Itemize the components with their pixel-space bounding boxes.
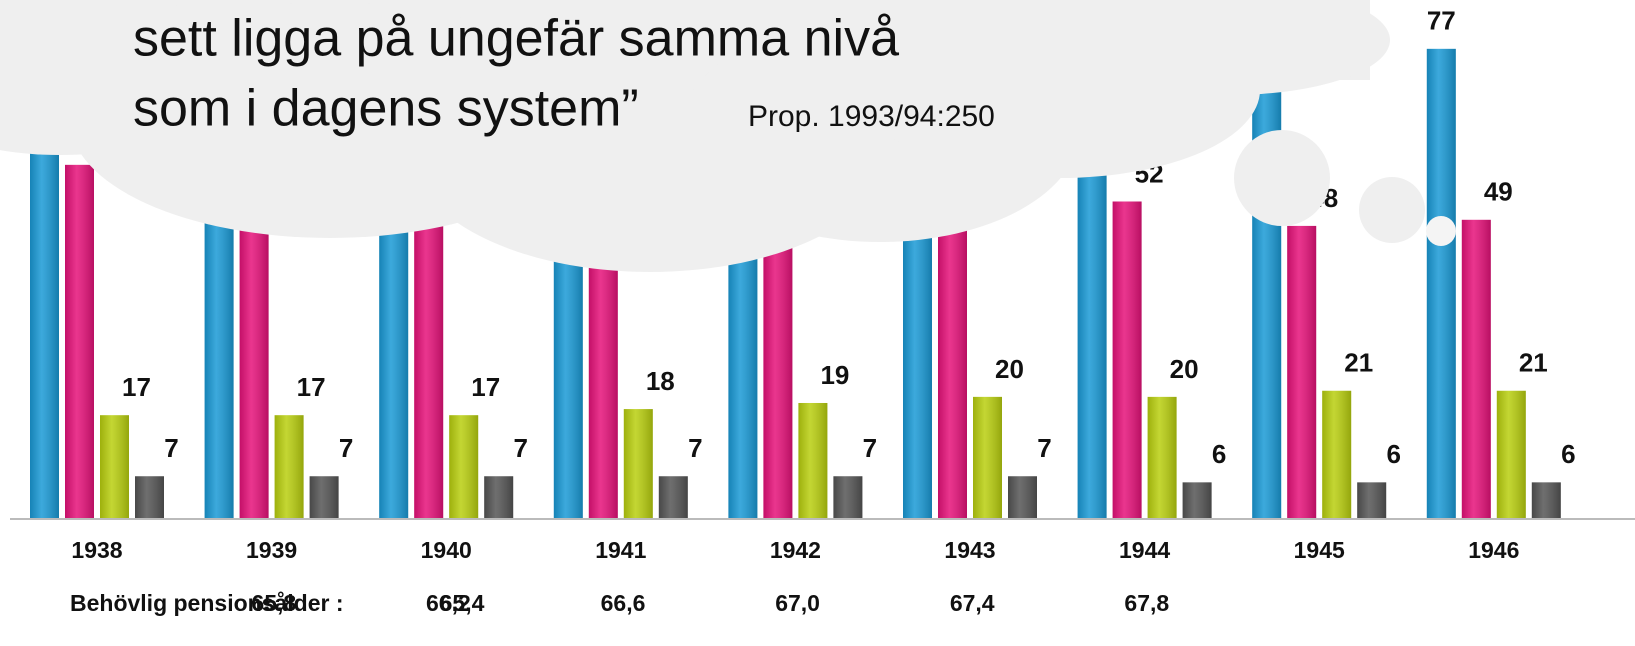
bar-shade xyxy=(1287,226,1316,519)
data-label: 21 xyxy=(1344,348,1373,378)
x-tick-label: 1942 xyxy=(770,537,821,563)
data-label: 7 xyxy=(164,433,178,463)
bar-shade xyxy=(30,153,59,519)
bar-shade xyxy=(449,415,478,519)
data-label: 7 xyxy=(513,433,527,463)
bar-shade xyxy=(65,165,94,519)
bar-shade xyxy=(1427,49,1456,519)
x-tick-label: 1941 xyxy=(595,537,646,563)
data-label: 7 xyxy=(1037,433,1051,463)
x-tick-label: 1945 xyxy=(1294,537,1345,563)
x-tick-label: 1938 xyxy=(71,537,122,563)
bar-shade xyxy=(310,476,339,519)
bar-shade xyxy=(1322,391,1351,519)
bar-shade xyxy=(973,397,1002,519)
bar-shade xyxy=(938,195,967,519)
x-tick-label: 1946 xyxy=(1468,537,1519,563)
bar-shade xyxy=(1532,482,1561,519)
data-label: 20 xyxy=(1170,354,1199,384)
data-label: 19 xyxy=(820,360,849,390)
annotation-source: Prop. 1993/94:250 xyxy=(748,100,995,133)
data-label: 6 xyxy=(1561,439,1575,469)
bar-shade xyxy=(1357,482,1386,519)
data-label: 21 xyxy=(1519,348,1548,378)
data-label: 7 xyxy=(688,433,702,463)
x-tick-label: 1940 xyxy=(421,537,472,563)
bar-shade xyxy=(1113,201,1142,519)
data-label: 17 xyxy=(297,372,326,402)
x-tick-label: 1943 xyxy=(944,537,995,563)
pension-age: 67,8 xyxy=(1124,590,1169,616)
pension-age: 66,2 xyxy=(426,590,471,616)
chart: 6062646668707286775857565554535248491717… xyxy=(0,0,1635,646)
data-label: 7 xyxy=(339,433,353,463)
bar-shade xyxy=(1183,482,1212,519)
footer-label: Behövlig pensionsålder : xyxy=(70,590,344,616)
bar-shade xyxy=(135,476,164,519)
pension-age: 67,0 xyxy=(775,590,820,616)
data-label: 17 xyxy=(122,372,151,402)
data-label: 20 xyxy=(995,354,1024,384)
bar-shade xyxy=(1148,397,1177,519)
data-label: 77 xyxy=(1427,6,1456,36)
bar-shade xyxy=(624,409,653,519)
bar-shade xyxy=(1497,391,1526,519)
pension-age: 65,8 xyxy=(251,590,296,616)
bar-shade xyxy=(275,415,304,519)
pension-age: 66,6 xyxy=(601,590,646,616)
bar-shade xyxy=(833,476,862,519)
data-label: 17 xyxy=(471,372,500,402)
data-label: 49 xyxy=(1484,177,1513,207)
data-label: 6 xyxy=(1386,439,1400,469)
data-label: 6 xyxy=(1212,439,1226,469)
x-tick-label: 1939 xyxy=(246,537,297,563)
bar-shade xyxy=(1462,220,1491,519)
pension-age: 67,4 xyxy=(950,590,995,616)
bar-shade xyxy=(659,476,688,519)
data-label: 7 xyxy=(863,433,877,463)
bar-shade xyxy=(798,403,827,519)
annotation: sett ligga på ungefär samma nivå xyxy=(133,10,899,68)
bar-shade xyxy=(1008,476,1037,519)
x-tick-label: 1944 xyxy=(1119,537,1170,563)
annotation: som i dagens system” xyxy=(133,80,639,138)
bar-shade xyxy=(100,415,129,519)
data-label: 18 xyxy=(646,366,675,396)
bar-shade xyxy=(484,476,513,519)
